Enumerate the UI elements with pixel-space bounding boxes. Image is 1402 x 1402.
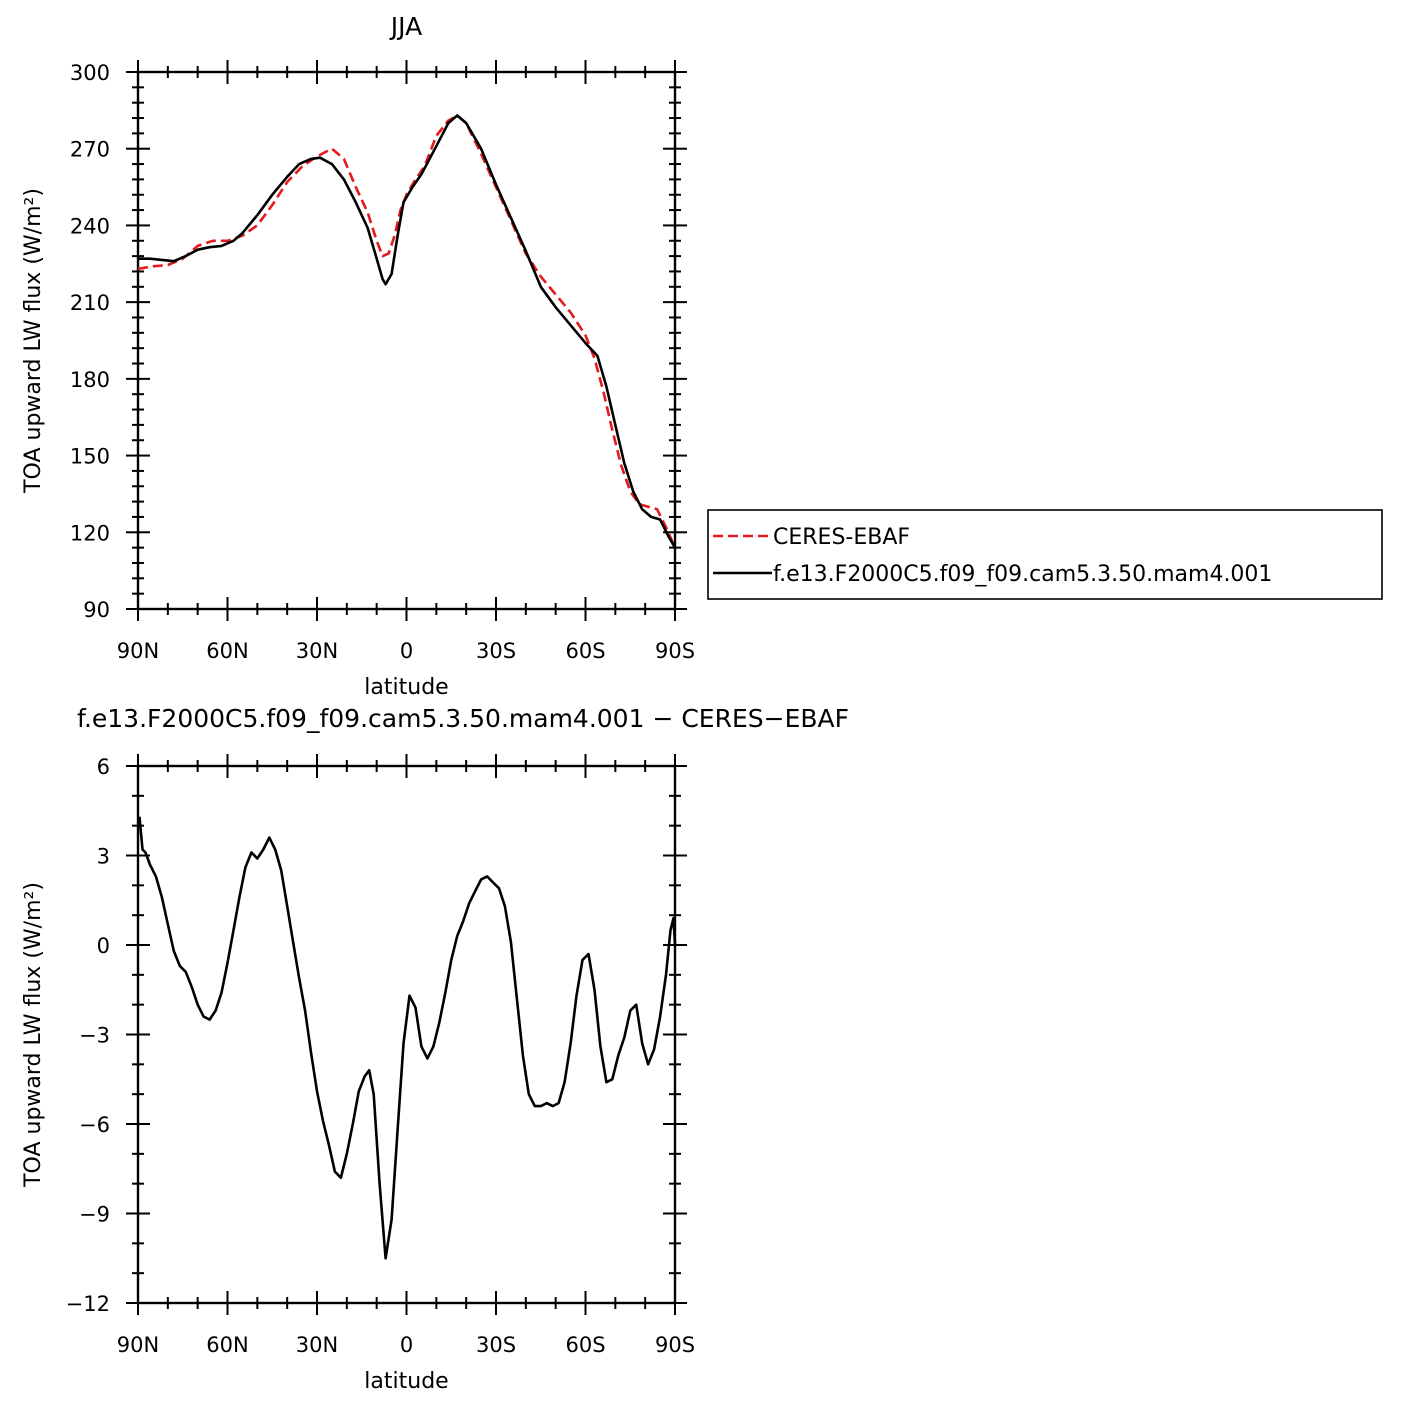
- y-tick-label: −9: [79, 1203, 110, 1227]
- y-tick-label: 0: [97, 934, 110, 958]
- series-line-0: [138, 816, 677, 1260]
- x-axis-title: latitude: [364, 1369, 448, 1394]
- chart-top: 90N 60N 30N 0 30S 60S 90S 90 120 150 180 210 240 270 3…: [21, 12, 695, 700]
- series-line-1: [138, 114, 677, 549]
- chart-bottom: 90N 60N 30N 0 30S 60S 90S −12 −9 −6 −3 0 3 6 latitude T…: [21, 704, 849, 1394]
- y-tick-label: 6: [97, 755, 110, 779]
- plot-frame: [136, 764, 677, 1305]
- y-tick-label: −3: [79, 1024, 110, 1048]
- x-axis-title: latitude: [364, 675, 448, 700]
- legend-label: f.e13.F2000C5.f09_f09.cam5.3.50.mam4.001: [773, 562, 1272, 587]
- y-tick-label: 3: [97, 845, 110, 869]
- y-tick-label: −6: [79, 1113, 110, 1137]
- y-tick-label: 180: [70, 368, 110, 392]
- x-tick-label: 90S: [655, 1333, 695, 1357]
- x-tick-label: 60N: [206, 639, 248, 663]
- y-tick-label: 210: [70, 291, 110, 315]
- y-tick-label: 270: [70, 138, 110, 162]
- y-tick-label: 300: [70, 61, 110, 85]
- x-tick-label: 60N: [206, 1333, 248, 1357]
- legend-label: CERES-EBAF: [773, 525, 910, 550]
- y-tick-label: 240: [70, 214, 110, 238]
- x-tick-label: 90N: [117, 639, 159, 663]
- plot-frame: [136, 70, 677, 611]
- x-tick-label: 90N: [117, 1333, 159, 1357]
- legend: CERES-EBAF f.e13.F2000C5.f09_f09.cam5.3.5…: [707, 509, 1383, 600]
- y-tick-label: 120: [70, 521, 110, 545]
- chart-title: f.e13.F2000C5.f09_f09.cam5.3.50.mam4.001…: [77, 704, 849, 733]
- x-tick-label: 90S: [655, 639, 695, 663]
- y-axis-title: TOA upward LW flux (W/m²): [21, 882, 46, 1188]
- y-tick-label: 90: [83, 598, 110, 622]
- chart-title: JJA: [389, 12, 422, 41]
- x-tick-label: 30S: [476, 1333, 516, 1357]
- y-tick-label: −12: [66, 1292, 110, 1316]
- legend-box: [707, 509, 1383, 600]
- x-tick-label: 30S: [476, 639, 516, 663]
- x-tick-label: 60S: [565, 1333, 605, 1357]
- y-axis-title: TOA upward LW flux (W/m²): [21, 188, 46, 494]
- x-tick-label: 30N: [296, 639, 338, 663]
- x-tick-label: 0: [400, 639, 413, 663]
- y-tick-label: 150: [70, 445, 110, 469]
- x-tick-label: 60S: [565, 639, 605, 663]
- x-tick-label: 0: [400, 1333, 413, 1357]
- x-tick-label: 30N: [296, 1333, 338, 1357]
- series-line-0: [137, 114, 677, 549]
